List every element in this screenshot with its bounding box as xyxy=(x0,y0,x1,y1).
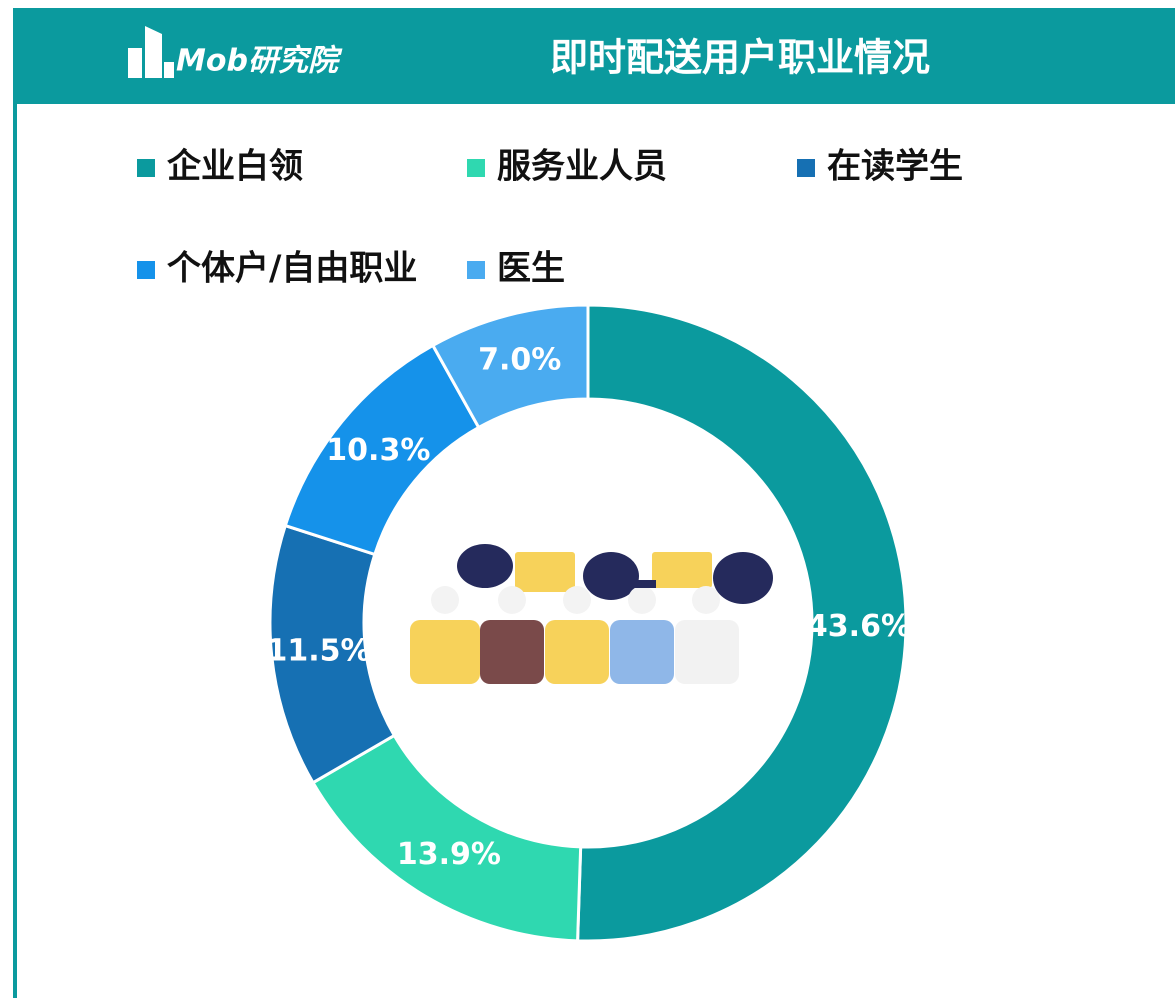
data-label: 43.6% xyxy=(807,609,911,644)
legend-label: 个体户/自由职业 xyxy=(167,249,417,289)
left-border xyxy=(13,8,17,998)
legend-swatch xyxy=(137,159,155,177)
data-label: 7.0% xyxy=(478,342,561,377)
legend-swatch xyxy=(467,159,485,177)
data-label: 10.3% xyxy=(326,433,430,468)
donut-segment xyxy=(430,303,590,430)
legend-label: 企业白领 xyxy=(167,147,303,187)
legend-swatch xyxy=(797,159,815,177)
data-label: 13.9% xyxy=(397,837,501,872)
donut: 43.6% 13.9% 11.5% 10.3% 7.0% xyxy=(267,303,911,943)
logo-icon xyxy=(128,26,174,78)
header-band xyxy=(15,8,1175,104)
legend-swatch xyxy=(137,261,155,279)
data-label: 11.5% xyxy=(267,634,371,669)
chart-title: 即时配送用户职业情况 xyxy=(550,36,930,80)
legend-swatch xyxy=(467,261,485,279)
legend-label: 医生 xyxy=(497,249,565,289)
brand: Mob研究院 xyxy=(176,44,343,79)
legend-label: 在读学生 xyxy=(827,147,963,187)
legend-label: 服务业人员 xyxy=(497,147,667,187)
donut-segment xyxy=(576,303,908,943)
center-illustration xyxy=(410,544,773,684)
